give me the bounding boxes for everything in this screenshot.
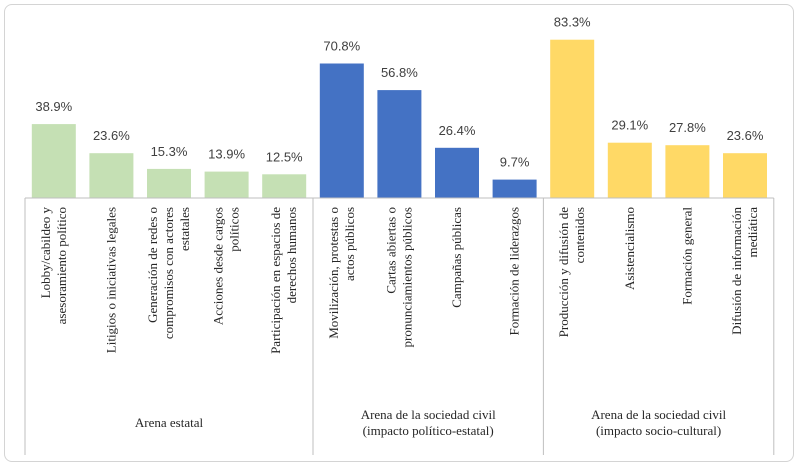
bar-0-2 — [147, 168, 191, 198]
category-label: Litigios o iniciativas legales — [103, 207, 118, 353]
category-label-line: Cartas abiertas o — [383, 207, 398, 294]
group-label-line: Arena de la sociedad civil — [361, 407, 496, 422]
category-label-line: Participación en espacios de — [268, 207, 283, 354]
category-label-line: compromisos con actores — [161, 207, 176, 339]
group-label-line: Arena estatal — [135, 415, 204, 430]
category-label-line: Formación general — [679, 207, 694, 305]
group-label-line: (impacto socio-cultural) — [596, 423, 721, 438]
bar-1-2 — [435, 147, 479, 198]
category-label: Formación general — [679, 207, 694, 305]
bar-2-0 — [550, 39, 595, 199]
value-label: 29.1% — [611, 118, 648, 133]
category-label: Lobby/cabildeo yasesoramiento político — [38, 207, 69, 325]
category-label-line: pronunciamientos públicos — [399, 207, 414, 347]
group-label: Arena de la sociedad civil (impacto socio… — [591, 407, 726, 438]
bar-0-3 — [204, 171, 249, 198]
bar-1-0 — [319, 63, 364, 198]
category-label: Generación de redes ocompromisos con act… — [145, 207, 192, 339]
value-label: 15.3% — [151, 144, 188, 159]
category-label: Formación de liderazgos — [507, 207, 522, 336]
value-label: 13.9% — [208, 147, 245, 162]
value-label: 56.8% — [381, 65, 418, 80]
value-label: 12.5% — [266, 149, 303, 164]
category-label-line: derechos humanos — [284, 207, 299, 303]
category-label-line: Campañas públicas — [449, 207, 464, 308]
category-label: Campañas públicas — [449, 207, 464, 308]
category-label-line: contenidos — [572, 207, 587, 263]
bar-0-1 — [89, 153, 134, 198]
value-label: 38.9% — [35, 99, 72, 114]
group-label-line: (impacto político-estatal) — [363, 423, 494, 438]
bar-2-2 — [665, 145, 710, 198]
category-label: Asistencialismo — [622, 207, 637, 290]
bar-0-4 — [262, 174, 307, 199]
category-label-line: Producción y difusión de — [556, 207, 571, 338]
group-label: Arena de la sociedad civil (impacto polít… — [361, 407, 496, 438]
value-label: 9.7% — [500, 155, 530, 170]
value-label: 26.4% — [439, 123, 476, 138]
category-label-line: estatales — [177, 207, 192, 251]
category-label-line: Acciones desde cargos — [211, 207, 226, 325]
group-label: Arena estatal — [135, 415, 204, 430]
category-label-line: asesoramiento político — [54, 207, 69, 324]
value-label: 27.8% — [669, 120, 706, 135]
bar-1-1 — [377, 90, 422, 198]
category-label: Acciones desde cargospolíticos — [211, 207, 242, 325]
category-label: Movilización, protestas oactos públicos — [326, 207, 357, 339]
value-label: 23.6% — [727, 128, 764, 143]
category-label-line: Movilización, protestas o — [326, 207, 341, 339]
category-label: Producción y difusión decontenidos — [556, 207, 587, 338]
category-label-line: Generación de redes o — [145, 207, 160, 323]
chart-frame — [4, 4, 794, 462]
category-label-line: políticos — [227, 207, 242, 252]
category-label-line: Difusión de información — [729, 207, 744, 335]
category-label-line: Litigios o iniciativas legales — [103, 207, 118, 353]
category-label-line: Formación de liderazgos — [507, 207, 522, 336]
value-label: 83.3% — [554, 15, 591, 30]
group-label-line: Arena de la sociedad civil — [591, 407, 726, 422]
value-label: 23.6% — [93, 128, 130, 143]
category-label: Cartas abiertas opronunciamientos públic… — [383, 207, 414, 347]
value-label: 70.8% — [323, 39, 360, 54]
bar-2-3 — [723, 153, 767, 198]
category-label: Difusión de informaciónmediática — [729, 207, 760, 335]
category-label-line: Lobby/cabildeo y — [38, 207, 53, 299]
category-label-line: actos públicos — [342, 207, 357, 281]
category-label-line: mediática — [745, 207, 760, 258]
bar-2-1 — [607, 142, 652, 198]
bar-0-0 — [31, 124, 76, 198]
bar-1-3 — [492, 179, 537, 198]
category-label-line: Asistencialismo — [622, 207, 637, 290]
category-label: Participación en espacios dederechos hum… — [268, 207, 299, 354]
